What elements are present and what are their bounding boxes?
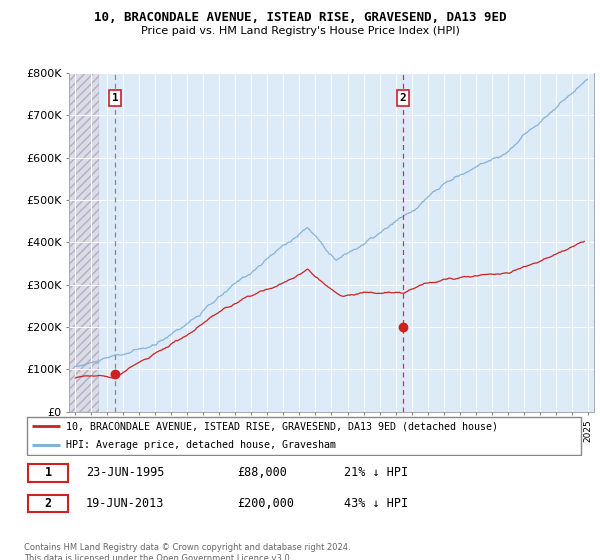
Bar: [69, 73, 100, 412]
FancyBboxPatch shape: [28, 464, 68, 482]
Text: 2: 2: [44, 497, 52, 510]
Text: 2: 2: [400, 93, 406, 103]
Text: £200,000: £200,000: [237, 497, 294, 510]
Text: 10, BRACONDALE AVENUE, ISTEAD RISE, GRAVESEND, DA13 9ED: 10, BRACONDALE AVENUE, ISTEAD RISE, GRAV…: [94, 11, 506, 24]
Text: Price paid vs. HM Land Registry's House Price Index (HPI): Price paid vs. HM Land Registry's House …: [140, 26, 460, 36]
FancyBboxPatch shape: [27, 417, 581, 455]
Text: 43% ↓ HPI: 43% ↓ HPI: [344, 497, 408, 510]
Point: [398, 323, 408, 332]
Text: 19-JUN-2013: 19-JUN-2013: [86, 497, 164, 510]
FancyBboxPatch shape: [28, 494, 68, 512]
Text: 1: 1: [44, 466, 52, 479]
Text: Contains HM Land Registry data © Crown copyright and database right 2024.
This d: Contains HM Land Registry data © Crown c…: [24, 543, 350, 560]
Text: 23-JUN-1995: 23-JUN-1995: [86, 466, 164, 479]
Point: [110, 370, 120, 379]
Text: 10, BRACONDALE AVENUE, ISTEAD RISE, GRAVESEND, DA13 9ED (detached house): 10, BRACONDALE AVENUE, ISTEAD RISE, GRAV…: [66, 421, 498, 431]
Text: 1: 1: [112, 93, 118, 103]
Text: HPI: Average price, detached house, Gravesham: HPI: Average price, detached house, Grav…: [66, 441, 336, 450]
Text: 21% ↓ HPI: 21% ↓ HPI: [344, 466, 408, 479]
Bar: [100, 73, 594, 412]
Text: £88,000: £88,000: [237, 466, 287, 479]
